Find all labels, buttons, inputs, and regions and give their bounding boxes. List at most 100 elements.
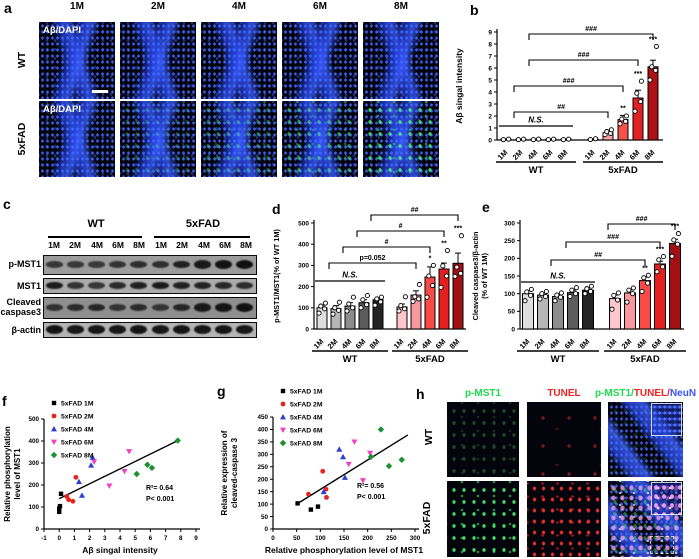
merge-part-pmst1: p-MST1/ — [594, 388, 634, 399]
svg-text:0: 0 — [511, 326, 515, 333]
lane-label: 2M — [176, 240, 188, 250]
inset-box — [651, 482, 682, 515]
svg-text:4M: 4M — [526, 148, 540, 162]
svg-text:100: 100 — [28, 504, 39, 511]
svg-text:R²= 0.56: R²= 0.56 — [357, 483, 384, 490]
panel-e-label: e — [482, 199, 490, 215]
protein-band — [193, 281, 211, 290]
svg-text:p-MST1/MST1(% of WT 1M): p-MST1/MST1(% of WT 1M) — [272, 229, 281, 323]
protein-band — [46, 261, 63, 268]
merge-part-tunel: TUNEL/ — [633, 388, 670, 399]
svg-text:4M: 4M — [613, 148, 627, 162]
wt-underline — [48, 236, 142, 238]
svg-text:500: 500 — [298, 220, 309, 227]
svg-text:1M: 1M — [496, 148, 510, 162]
svg-text:0: 0 — [271, 535, 275, 542]
svg-text:250: 250 — [504, 238, 515, 245]
micrograph-h-5xfad-p-mst1 — [447, 481, 519, 557]
svg-text:7: 7 — [488, 53, 492, 60]
svg-text:**: ** — [441, 241, 447, 248]
svg-text:350: 350 — [257, 439, 268, 446]
svg-text:***: *** — [671, 224, 679, 231]
svg-text:5xFAD 1M: 5xFAD 1M — [61, 400, 94, 407]
svg-text:1: 1 — [73, 535, 77, 542]
blot-group-wt: WT — [87, 218, 105, 230]
svg-text:0: 0 — [57, 535, 61, 542]
svg-text:400: 400 — [28, 438, 39, 445]
bar-e-7 — [639, 280, 651, 330]
panel-c-label: c — [3, 196, 11, 212]
micrograph-h-5xfad-tunel — [527, 481, 601, 557]
svg-text:5xFAD: 5xFAD — [415, 354, 445, 365]
svg-text:200: 200 — [504, 256, 515, 263]
svg-text:P< 0.001: P< 0.001 — [146, 496, 174, 503]
svg-text:###: ### — [636, 216, 648, 223]
svg-text:6M: 6M — [650, 337, 664, 351]
svg-text:2M: 2M — [406, 337, 420, 351]
svg-text:8M: 8M — [556, 148, 570, 162]
svg-text:8M: 8M — [665, 337, 679, 351]
protein-band — [151, 304, 169, 311]
svg-text:5xFAD: 5xFAD — [608, 165, 638, 176]
micrograph-wt-2m — [120, 22, 196, 99]
svg-text:1M: 1M — [605, 337, 619, 351]
micrograph-5xfad-1m — [39, 101, 115, 177]
svg-text:2M: 2M — [533, 337, 547, 351]
svg-text:4M: 4M — [548, 337, 562, 351]
svg-text:###: ### — [563, 78, 575, 85]
svg-text:P< 0.001: P< 0.001 — [357, 494, 385, 501]
panel-b-label: b — [470, 2, 479, 18]
panel-a-col-4m: 4M — [232, 1, 246, 12]
svg-text:###: ### — [607, 234, 619, 241]
svg-text:1M: 1M — [312, 337, 326, 351]
svg-text:8M: 8M — [643, 148, 657, 162]
panel-a-row-5xfad: 5xFAD — [16, 122, 28, 156]
protein-band — [235, 325, 253, 334]
svg-text:***: *** — [656, 247, 664, 254]
blot-strip-mst1 — [43, 278, 257, 294]
micrograph-h-wt-tunel — [527, 402, 601, 477]
svg-text:#: # — [385, 239, 389, 246]
svg-text:50: 50 — [508, 309, 516, 316]
panel-a-col-2m: 2M — [151, 1, 165, 12]
svg-text:6M: 6M — [563, 337, 577, 351]
svg-text:###: ### — [578, 52, 590, 59]
protein-band — [109, 261, 127, 268]
svg-text:100: 100 — [298, 305, 309, 312]
svg-text:5xFAD 1M: 5xFAD 1M — [290, 388, 323, 395]
svg-text:2M: 2M — [620, 337, 634, 351]
protein-band — [109, 304, 127, 311]
micrograph-5xfad-4m — [201, 101, 277, 177]
h-col-merge: p-MST1/TUNEL/NeuN — [592, 388, 699, 399]
svg-text:150: 150 — [257, 489, 268, 496]
protein-band — [172, 303, 190, 312]
svg-text:300: 300 — [504, 220, 515, 227]
svg-text:WT: WT — [529, 165, 544, 176]
lane-label: 4M — [198, 240, 210, 250]
protein-band — [193, 303, 211, 312]
protein-band — [193, 260, 211, 269]
protein-band — [67, 261, 85, 268]
svg-text:4: 4 — [118, 535, 122, 542]
svg-text:4M: 4M — [420, 337, 434, 351]
micrograph-wt-6m — [282, 22, 358, 99]
svg-text:3: 3 — [488, 101, 492, 108]
lane-label: 1M — [155, 240, 167, 250]
protein-band — [88, 303, 106, 312]
svg-text:***: *** — [649, 36, 657, 43]
svg-text:6: 6 — [488, 65, 492, 72]
svg-text:Relative expression of: Relative expression of — [220, 430, 229, 515]
lane-label: 6M — [112, 240, 124, 250]
svg-text:Cleaved caspase3/β-actin: Cleaved caspase3/β-actin — [471, 232, 480, 321]
protein-band — [88, 282, 106, 289]
micrograph-5xfad-6m — [282, 101, 358, 177]
svg-text:8M: 8M — [448, 337, 462, 351]
ab-dapi-label-wt: Aβ/DAPI — [43, 25, 81, 36]
bar-e-6 — [624, 292, 636, 330]
svg-text:##: ## — [594, 252, 602, 259]
svg-text:100: 100 — [504, 291, 515, 298]
svg-text:Aβ singal intensity: Aβ singal intensity — [82, 545, 158, 555]
svg-text:level of MST1: level of MST1 — [13, 448, 22, 500]
blot-row-cleaved-caspase3: Cleaved caspase3 — [0, 297, 41, 317]
